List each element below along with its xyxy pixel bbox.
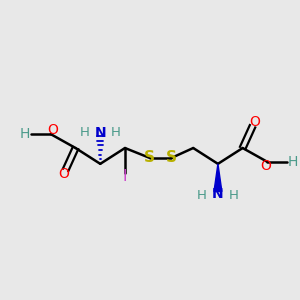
Text: H: H <box>20 127 30 141</box>
Text: I: I <box>123 169 127 184</box>
Text: S: S <box>144 150 155 165</box>
Text: N: N <box>212 188 224 202</box>
Text: N: N <box>94 126 106 140</box>
Text: H: H <box>288 155 298 169</box>
Text: O: O <box>249 115 260 129</box>
Text: S: S <box>166 150 177 165</box>
Polygon shape <box>214 164 222 191</box>
Text: H: H <box>197 189 207 202</box>
Text: H: H <box>229 189 239 202</box>
Text: O: O <box>58 167 69 181</box>
Text: H: H <box>80 126 89 139</box>
Text: O: O <box>260 159 271 173</box>
Text: O: O <box>47 123 58 137</box>
Text: H: H <box>111 126 121 139</box>
